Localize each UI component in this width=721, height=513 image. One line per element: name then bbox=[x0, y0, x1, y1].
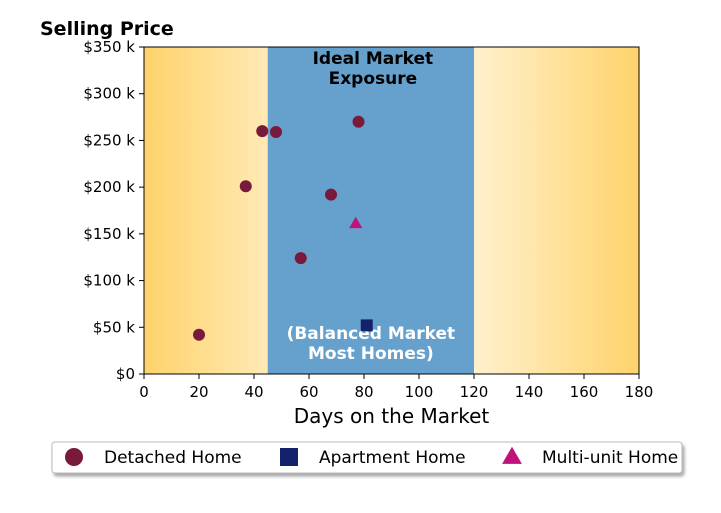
detached-home-legend-label: Detached Home bbox=[104, 448, 242, 468]
detached-home-point bbox=[193, 328, 205, 341]
detached-home-point bbox=[270, 126, 282, 139]
detached-home-point bbox=[352, 115, 365, 128]
zone-bottom-label: (Balanced Market Most Homes) bbox=[287, 324, 456, 364]
chart-title: Selling Price bbox=[40, 18, 174, 40]
y-tick-label: $0 bbox=[116, 365, 135, 383]
legend-box bbox=[51, 441, 683, 474]
y-axis: $0 $50 k $100 k $150 k $200 k $250 k $300 k $35… bbox=[83, 38, 144, 383]
detached-home-point bbox=[239, 180, 252, 193]
apartment-home-point bbox=[360, 319, 373, 332]
x-tick-label: 60 bbox=[299, 383, 318, 401]
detached-home-legend-marker bbox=[65, 448, 83, 466]
y-tick-label: $150 k bbox=[83, 225, 135, 243]
x-tick-label: 140 bbox=[515, 383, 544, 401]
detached-home-point bbox=[256, 125, 269, 138]
x-tick-label: 120 bbox=[460, 383, 489, 401]
apartment-home-legend-label: Apartment Home bbox=[319, 448, 466, 468]
x-axis: 0 20 40 60 80 100 120 140 160 180 bbox=[139, 374, 653, 401]
detached-home-point bbox=[325, 188, 337, 201]
y-tick-label: $300 k bbox=[83, 85, 135, 103]
x-tick-label: 100 bbox=[405, 383, 434, 401]
multi-unit-home-legend-marker bbox=[502, 446, 522, 464]
x-tick-label: 180 bbox=[625, 383, 654, 401]
data-points bbox=[193, 115, 373, 341]
multi-unit-home-point bbox=[349, 216, 363, 229]
y-tick-label: $100 k bbox=[83, 272, 135, 290]
apartment-home-legend-marker bbox=[280, 448, 298, 466]
multi-unit-home-legend-label: Multi-unit Home bbox=[542, 448, 678, 468]
legend: Detached Home Apartment Home Multi-unit Ho… bbox=[51, 441, 683, 474]
zone-top-label: Ideal Market Exposure bbox=[313, 49, 434, 89]
x-axis-label: Days on the Market bbox=[294, 404, 490, 428]
plot-frame bbox=[143, 46, 640, 375]
x-tick-label: 80 bbox=[354, 383, 373, 401]
y-tick-label: $250 k bbox=[83, 131, 135, 149]
y-tick-label: $200 k bbox=[83, 178, 135, 196]
x-tick-label: 160 bbox=[570, 383, 599, 401]
detached-home-point bbox=[294, 252, 307, 265]
y-tick-label: $50 k bbox=[93, 318, 135, 336]
x-tick-label: 40 bbox=[244, 383, 263, 401]
y-tick-label: $350 k bbox=[83, 38, 135, 56]
x-tick-label: 0 bbox=[139, 383, 149, 401]
x-tick-label: 20 bbox=[189, 383, 208, 401]
